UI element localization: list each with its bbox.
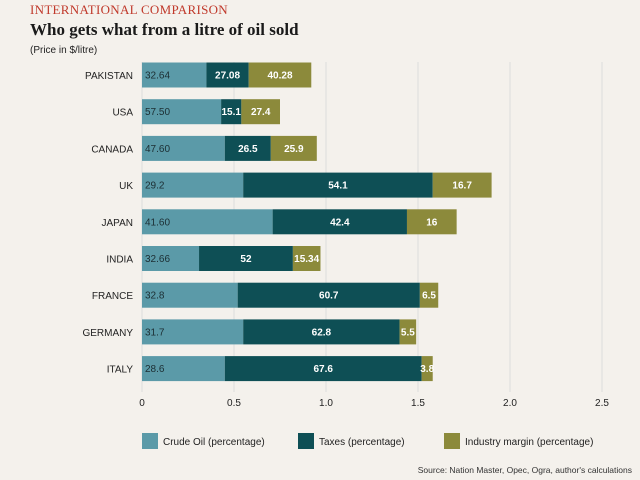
bar-segment bbox=[421, 356, 433, 382]
x-tick-label: 2.5 bbox=[595, 398, 609, 409]
category-label: INDIA bbox=[106, 255, 133, 266]
data-label: 15.34 bbox=[294, 254, 319, 265]
legend-label: Taxes (percentage) bbox=[319, 437, 405, 448]
source-note: Source: Nation Master, Opec, Ogra, autho… bbox=[417, 465, 632, 475]
data-label: 32.64 bbox=[145, 71, 170, 82]
data-label: 29.2 bbox=[145, 181, 165, 192]
category-label: USA bbox=[112, 108, 133, 119]
data-label: 16.7 bbox=[452, 181, 472, 192]
bar-segment bbox=[432, 172, 492, 198]
bar-segment bbox=[221, 99, 242, 125]
bar-segment bbox=[241, 99, 280, 125]
bar-segment bbox=[243, 319, 400, 345]
bar-segment bbox=[206, 62, 249, 88]
category-label: ITALY bbox=[107, 365, 134, 376]
chart-kicker: INTERNATIONAL COMPARISON bbox=[30, 2, 228, 17]
legend-label: Industry margin (percentage) bbox=[465, 437, 593, 448]
bar-segment bbox=[224, 356, 422, 382]
data-label: 54.1 bbox=[328, 181, 348, 192]
bar-segment bbox=[292, 246, 321, 271]
bar-segment bbox=[142, 319, 244, 345]
data-label: 6.5 bbox=[422, 291, 436, 302]
chart-title: Who gets what from a litre of oil sold bbox=[30, 20, 299, 39]
bar-segment bbox=[142, 172, 244, 198]
bar-segment bbox=[142, 246, 200, 271]
x-tick-label: 0 bbox=[139, 398, 145, 409]
data-label: 28.6 bbox=[145, 364, 165, 375]
category-label: GERMANY bbox=[82, 328, 133, 339]
x-tick-label: 0.5 bbox=[227, 398, 241, 409]
bar-segment bbox=[272, 209, 407, 235]
bar-segment bbox=[419, 282, 439, 308]
category-label: JAPAN bbox=[102, 218, 134, 229]
bar-segment bbox=[406, 209, 457, 235]
data-label: 31.7 bbox=[145, 327, 165, 338]
data-label: 62.8 bbox=[312, 327, 332, 338]
bar-segment bbox=[199, 246, 293, 271]
data-label: 15.1 bbox=[222, 107, 242, 118]
data-label: 57.50 bbox=[145, 107, 170, 118]
bar-segment bbox=[142, 356, 225, 382]
x-tick-label: 2.0 bbox=[503, 398, 517, 409]
chart-subtitle: (Price in $/litre) bbox=[30, 45, 98, 56]
legend-label: Crude Oil (percentage) bbox=[163, 437, 265, 448]
data-label: 47.60 bbox=[145, 144, 170, 155]
data-label: 60.7 bbox=[319, 291, 339, 302]
data-label: 27.08 bbox=[215, 71, 240, 82]
x-tick-label: 1.0 bbox=[319, 398, 333, 409]
bar-segment bbox=[142, 209, 273, 235]
bar-segment bbox=[224, 135, 271, 161]
legend-swatch bbox=[298, 433, 314, 449]
data-label: 52 bbox=[240, 254, 252, 265]
bar-segment bbox=[237, 282, 420, 308]
data-label: 67.6 bbox=[314, 364, 334, 375]
data-label: 32.8 bbox=[145, 291, 165, 302]
data-label: 27.4 bbox=[251, 107, 271, 118]
bar-segment bbox=[399, 319, 417, 345]
bar-segment bbox=[142, 99, 222, 125]
legend-swatch bbox=[444, 433, 460, 449]
data-label: 16 bbox=[426, 217, 438, 228]
bar-segment bbox=[142, 62, 207, 88]
bar-segment bbox=[248, 62, 312, 88]
bar-segment bbox=[243, 172, 433, 198]
bar-segment bbox=[142, 135, 225, 161]
bar-segment bbox=[142, 282, 238, 308]
data-label: 42.4 bbox=[330, 217, 350, 228]
data-label: 25.9 bbox=[284, 144, 304, 155]
data-label: 26.5 bbox=[238, 144, 258, 155]
category-label: FRANCE bbox=[92, 291, 133, 302]
bar-segment bbox=[270, 135, 317, 161]
legend-swatch bbox=[142, 433, 158, 449]
x-tick-label: 1.5 bbox=[411, 398, 425, 409]
data-label: 5.5 bbox=[401, 327, 415, 338]
data-label: 41.60 bbox=[145, 217, 170, 228]
data-label: 32.66 bbox=[145, 254, 170, 265]
category-label: CANADA bbox=[91, 144, 133, 155]
data-label: 3.8 bbox=[420, 364, 434, 375]
category-label: PAKISTAN bbox=[85, 71, 133, 82]
data-label: 40.28 bbox=[267, 71, 292, 82]
category-label: UK bbox=[119, 181, 133, 192]
